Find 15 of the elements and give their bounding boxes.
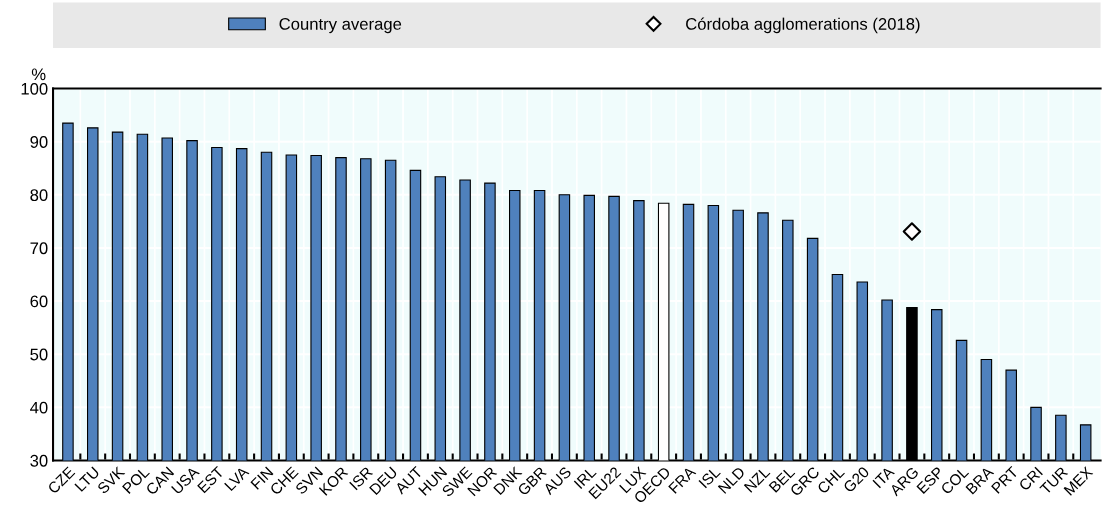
y-tick-label: 100 [21, 82, 48, 95]
y-tick-label: 80 [30, 189, 48, 202]
legend-label: Córdoba agglomerations (2018) [686, 17, 920, 34]
y-axis-title: % [31, 68, 46, 81]
x-tick-label: FRA [668, 465, 697, 494]
y-tick-label: 30 [30, 454, 48, 467]
legend-label: Country average [279, 18, 402, 34]
y-tick-label: 90 [30, 136, 48, 148]
y-tick-label: 40 [30, 401, 48, 414]
x-tick-label: NZL [743, 466, 771, 493]
x-tick-label: FIN [250, 466, 274, 490]
x-tick-label: LVA [224, 465, 250, 492]
y-tick-label: 70 [30, 242, 48, 255]
y-tick-label: 50 [30, 348, 48, 361]
y-tick-label: 60 [30, 295, 48, 308]
